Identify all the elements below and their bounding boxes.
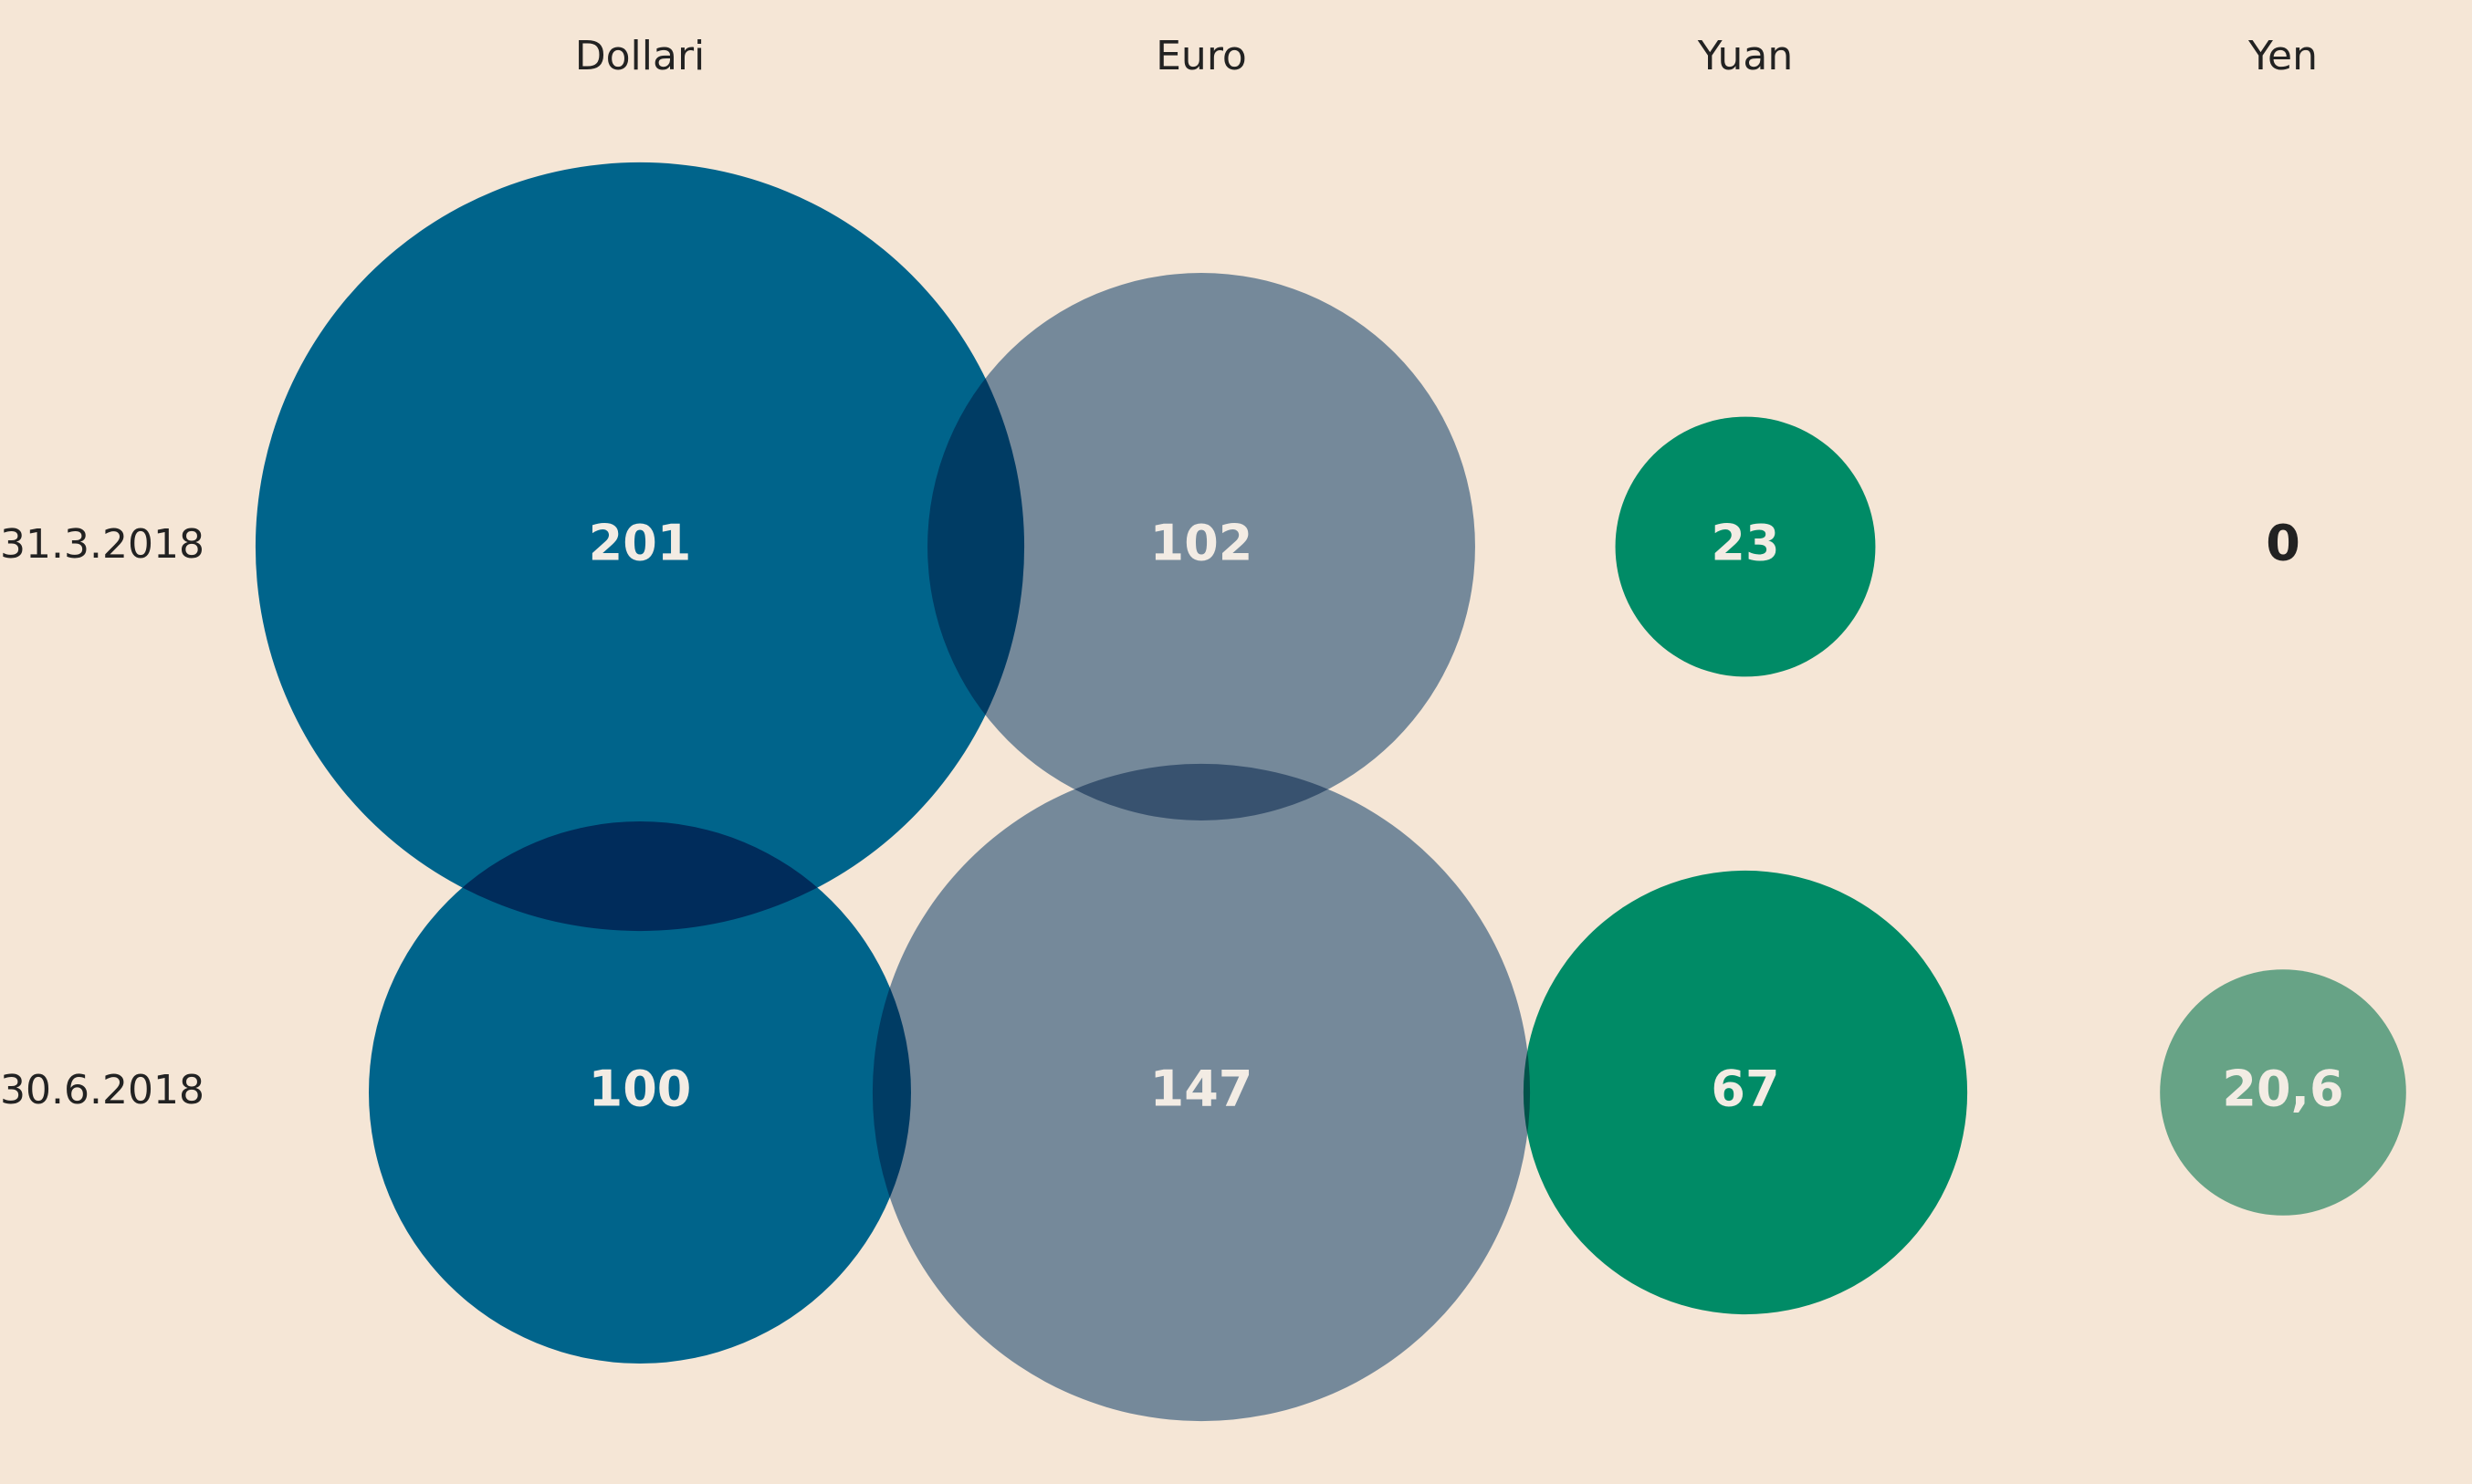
value-label: 102 [1150,515,1253,572]
value-label: 100 [589,1061,692,1118]
value-label: 0 [2266,515,2300,572]
value-label: 67 [1711,1061,1779,1118]
row-label: 30.6.2018 [0,1067,204,1113]
value-label: 23 [1711,515,1779,572]
value-label: 147 [1150,1061,1253,1118]
value-label: 201 [589,515,692,572]
bubble [1523,870,1968,1315]
column-header: Yuan [1697,33,1794,79]
column-header: Yen [2247,33,2318,79]
value-label: 20,6 [2222,1061,2343,1118]
labels: Dollari Euro Yuan Yen 31.3.2018 201 102 23 0 30.6… [0,33,2344,1118]
bubble [927,273,1475,820]
bubble [2160,969,2406,1216]
row-label: 31.3.2018 [0,521,204,568]
column-header: Dollari [575,33,706,79]
bubble [255,162,1025,932]
bubble [1615,416,1876,677]
bubble [872,763,1531,1422]
column-header: Euro [1156,33,1247,79]
bubbles [255,162,2406,1422]
bubble [369,821,911,1364]
